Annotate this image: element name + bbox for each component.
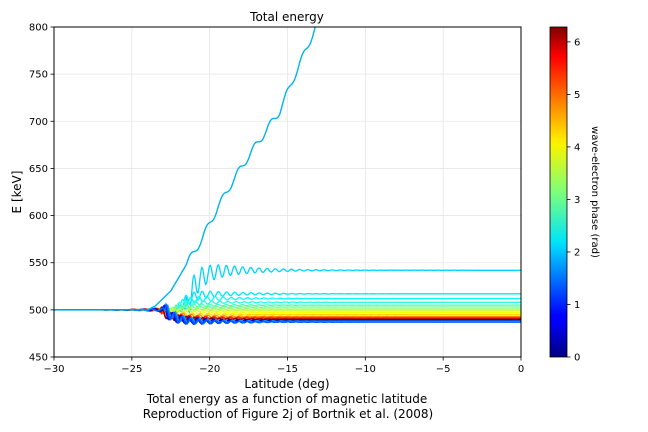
colorbar-tick-label: 5: [574, 90, 580, 101]
x-tick-label: −10: [355, 364, 376, 375]
x-axis-label: Latitude (deg): [244, 377, 329, 391]
colorbar-tick-label: 4: [574, 142, 580, 153]
y-tick-label: 750: [29, 70, 48, 81]
colorbar: [549, 26, 568, 358]
y-tick-label: 550: [29, 258, 48, 269]
caption-line-2: Reproduction of Figure 2j of Bortnik et …: [143, 407, 433, 421]
colorbar-tick-label: 2: [574, 247, 580, 258]
y-tick-label: 600: [29, 211, 48, 222]
y-axis-label: E [keV]: [10, 171, 24, 214]
y-tick-label: 700: [29, 117, 48, 128]
colorbar-tick-label: 3: [574, 195, 580, 206]
x-tick-label: −5: [436, 364, 451, 375]
x-axis-ticks: −30 −25 −20 −15 −10 −5 0: [43, 357, 524, 375]
caption-line-1: Total energy as a function of magnetic l…: [146, 392, 427, 406]
colorbar-tick-label: 1: [574, 300, 580, 311]
y-tick-label: 650: [29, 164, 48, 175]
colorbar-label: wave-electron phase (rad): [589, 126, 600, 258]
y-axis-ticks: 450 500 550 600 650 700 750 800: [29, 23, 54, 364]
x-tick-label: 0: [518, 364, 524, 375]
colorbar-tick-label: 6: [574, 37, 580, 48]
series-line-escaping: [54, 26, 316, 311]
x-tick-label: −30: [43, 364, 64, 375]
colorbar-ticks: 0 1 2 3 4 5 6: [567, 37, 580, 364]
x-tick-label: −15: [277, 364, 298, 375]
series-group: [54, 26, 521, 326]
x-tick-label: −25: [121, 364, 142, 375]
colorbar-tick-label: 0: [574, 353, 580, 364]
y-tick-label: 800: [29, 23, 48, 34]
x-tick-label: −20: [199, 364, 220, 375]
chart-title: Total energy: [249, 10, 324, 24]
y-tick-label: 450: [29, 353, 48, 364]
y-tick-label: 500: [29, 305, 48, 316]
